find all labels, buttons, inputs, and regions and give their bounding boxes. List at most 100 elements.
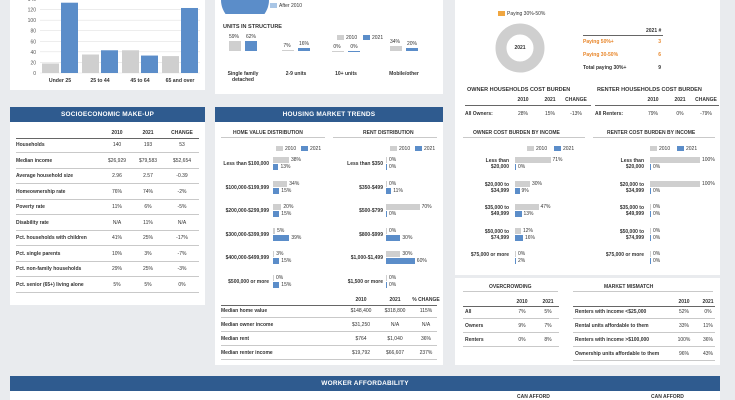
units-bar-2010: [332, 51, 344, 52]
rent-row-label: $800-$999: [359, 231, 383, 238]
renter-income-bar-2021: [650, 211, 651, 217]
rent-value-2010: 0%: [389, 157, 397, 163]
socio-row-2010: 41%: [111, 235, 122, 241]
units-label-2010: 7%: [283, 42, 291, 49]
renter-income-bar-2010: [650, 204, 651, 210]
housing-row-divider: [221, 359, 437, 360]
owner-income-title: OWNER COST BURDEN BY INCOME: [473, 130, 560, 136]
rent-bar-2010: [386, 274, 387, 281]
units-label-2010: 59%: [228, 34, 239, 41]
hv-row-label: Less than $100,000: [223, 161, 269, 167]
renter-income-value-2021: 0%: [653, 211, 661, 217]
rent-row-label: $500-$799: [359, 208, 383, 214]
units-bar-2010: [229, 41, 241, 51]
socio-row-2021: 6%: [144, 204, 152, 210]
socio-row-2010: $26,929: [107, 157, 127, 164]
renter-income-row-label: $49,999: [625, 211, 644, 217]
hv-value-2021: 15%: [281, 187, 292, 194]
owner-income-bar-2010: [515, 227, 521, 234]
socio-row-2021: 5%: [144, 281, 152, 288]
socio-row-change: -0.39: [176, 173, 188, 179]
renter-income-value-2021: 0%: [653, 187, 661, 194]
hv-legend-2010-swatch: [276, 146, 283, 151]
units-category-label: 10+ units: [335, 71, 357, 77]
paying-30-50-label: Paying 30-50%: [583, 52, 619, 58]
paying-50-value: 3: [658, 39, 661, 45]
overcrowding-row-label: All: [465, 309, 472, 315]
units-label-2021: 16%: [298, 41, 309, 48]
owner-burden-row-label: All Owners:: [465, 111, 493, 117]
units-legend-2021: 2021: [372, 35, 384, 41]
socio-row-divider: [16, 198, 199, 200]
owner-income-value-2010: 30%: [532, 180, 543, 187]
socio-header: SOCIOECONOMIC MAKE-UP: [10, 107, 205, 122]
socio-row-divider: [16, 276, 199, 277]
rent-row-label: $1,500 or more: [347, 278, 383, 285]
housing-row-2021: N/A: [390, 322, 400, 328]
rent-burden-panel: Paying 30%-50% 2021 2021 # Paying 50%+ 3…: [455, 0, 720, 94]
mismatch-row-divider: [573, 360, 715, 361]
rent-legend-2021-swatch: [415, 146, 422, 151]
socio-row-2010: 140: [112, 142, 122, 148]
owner-burden-title: OWNER HOUSEHOLDS COST BURDEN: [467, 87, 571, 93]
socio-row-change: 0%: [178, 281, 186, 288]
housing-row-2010: $31,250: [351, 322, 371, 328]
age-bar-2021: [61, 2, 78, 74]
rent-value-2021: 0%: [389, 211, 397, 217]
hv-legend-2021: 2021: [310, 146, 322, 152]
rent-pie-col-header: 2021 #: [646, 28, 662, 34]
hv-bar-2010: [273, 204, 282, 210]
rent-bar-2021: [386, 211, 387, 217]
owner-burden-col-change: CHANGE: [565, 97, 587, 103]
renter-burden-title: RENTER HOUSEHOLDS COST BURDEN: [597, 87, 702, 93]
rent-legend-2010-swatch: [390, 146, 397, 151]
renter-income-legend-2021-swatch: [677, 146, 684, 151]
rent-value-2010: 30%: [402, 251, 413, 257]
socio-row-2021: 25%: [142, 266, 153, 272]
legend-after-2010: After 2010: [279, 3, 303, 9]
owner-income-bar-2021: [515, 258, 516, 264]
socio-row-divider: [16, 214, 199, 215]
socio-row-change: -3%: [177, 266, 187, 272]
owner-income-bar-2021: [515, 187, 520, 194]
hv-bar-2021: [273, 281, 280, 288]
socio-row-2021: $79,583: [138, 157, 158, 164]
owner-income-value-2010: 12%: [523, 227, 534, 234]
renter-income-bar-2010: [650, 251, 651, 257]
rent-legend-2021: 2021: [424, 146, 436, 152]
rent-bar-2021: [386, 187, 392, 194]
paying-30-50-value: 6: [658, 52, 661, 58]
socio-row-label: Households: [16, 142, 45, 148]
renter-income-legend-2010-swatch: [650, 146, 657, 151]
housing-col-change: % CHANGE: [412, 297, 440, 303]
renter-income-row-label: $50,000 to: [619, 228, 644, 235]
socio-row-2021: 193: [143, 142, 153, 148]
hv-bar-2021: [273, 234, 290, 241]
mismatch-row-divider: [573, 318, 715, 319]
owner-income-row-label: $49,999: [490, 211, 509, 217]
owner-income-bar-2010: [515, 251, 516, 257]
rent-bar-2010: [386, 180, 387, 187]
age-bar-2010: [162, 56, 179, 73]
renter-income-value-2010: 0%: [653, 251, 661, 257]
total-paying-value: 9: [658, 65, 661, 71]
renter-income-value-2021: 0%: [653, 234, 661, 241]
socio-row-label: Pct. households with children: [16, 235, 87, 241]
rent-bar-2010: [386, 227, 387, 234]
rent-row-label: $350-$499: [359, 184, 383, 191]
rent-row-label: $1,000-$1,499: [350, 255, 383, 261]
hv-value-2021: 13%: [280, 164, 291, 170]
worker-panel: WORKER AFFORDABILITY CAN AFFORD CAN AFFO…: [10, 376, 720, 400]
owner-income-bar-2021: [515, 211, 522, 217]
units-bar-2021: [348, 51, 360, 52]
housing-row-2010: $148,400: [350, 308, 372, 314]
socio-row-2010: 5%: [113, 281, 121, 288]
housing-row-2021: $66,607: [385, 350, 405, 356]
renter-income-row-label: $74,999: [625, 234, 644, 241]
renter-income-value-2010: 100%: [702, 157, 715, 163]
socio-row-2021: 2.57: [143, 173, 153, 179]
renter-income-bar-2021: [650, 258, 651, 264]
housing-row-change: 237%: [419, 350, 433, 356]
rent-bar-2010: [386, 204, 420, 210]
mismatch-title: MARKET MISMATCH: [604, 284, 654, 290]
